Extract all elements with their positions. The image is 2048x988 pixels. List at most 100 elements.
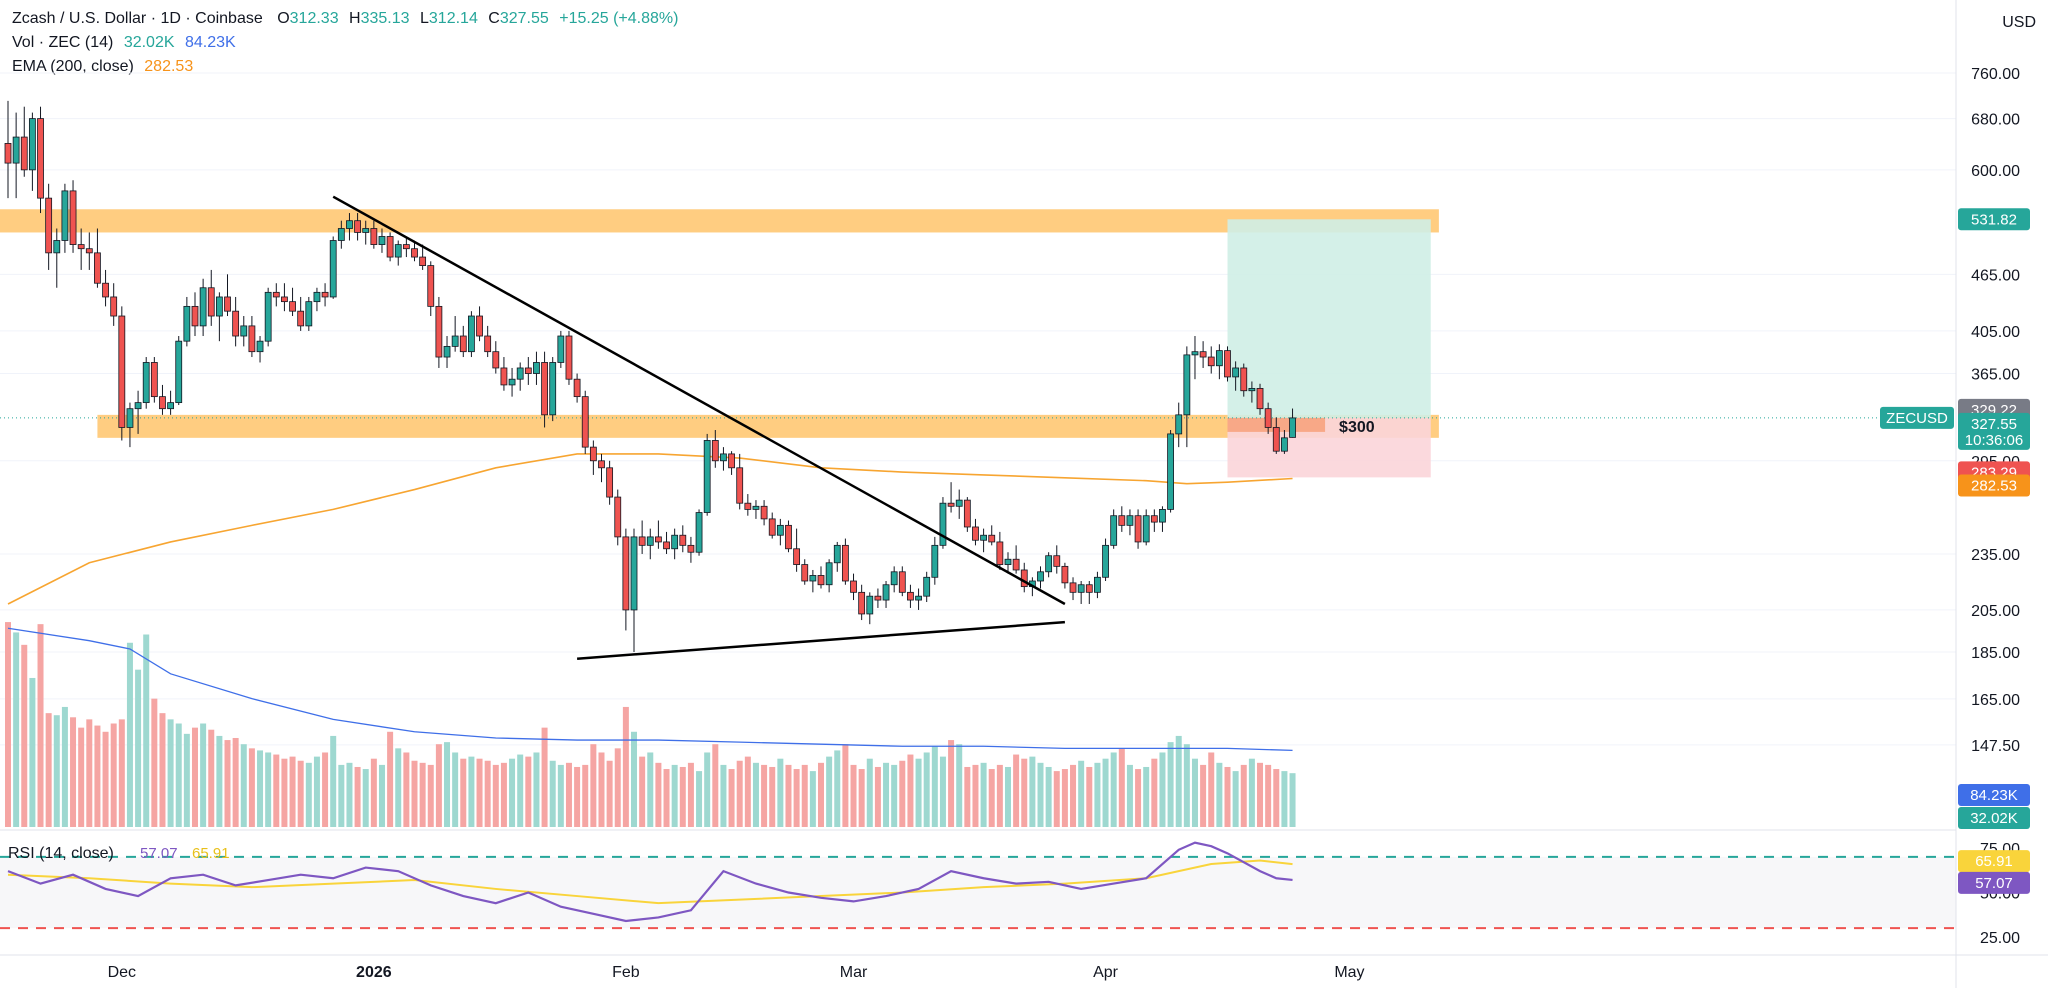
- candle-body: [679, 534, 687, 546]
- volume-bar: [1053, 771, 1060, 827]
- candle: [102, 269, 109, 307]
- candle-body: [402, 244, 410, 250]
- candle: [833, 541, 841, 572]
- candle: [183, 296, 191, 347]
- candle: [199, 278, 207, 337]
- volume-bar: [500, 762, 507, 827]
- candle-body: [159, 396, 166, 410]
- candle: [1207, 346, 1215, 374]
- candle: [679, 525, 687, 553]
- candle-body: [411, 248, 418, 258]
- volume-bar: [1029, 756, 1036, 827]
- candle: [1175, 402, 1183, 448]
- volume-legend-value2: 84.23K: [184, 34, 236, 51]
- time-tick-label: Feb: [612, 964, 640, 981]
- volume-bar: [395, 748, 402, 827]
- volume-bar: [322, 752, 329, 827]
- target-area: [1227, 219, 1431, 418]
- volume-bar: [224, 740, 231, 827]
- candle-body: [289, 301, 296, 312]
- volume-bar: [655, 762, 662, 827]
- high-label: H: [349, 10, 361, 27]
- volume-bar: [1200, 764, 1207, 827]
- candle-body: [996, 541, 1004, 565]
- volume-bar: [37, 624, 44, 827]
- volume-bar: [330, 735, 337, 827]
- candle: [923, 571, 931, 603]
- volume-bar: [460, 758, 467, 827]
- trendline-1: [577, 620, 1065, 660]
- currency-selector[interactable]: USD: [2002, 14, 2036, 31]
- volume-bar: [574, 766, 581, 827]
- volume-bar: [1151, 758, 1158, 827]
- candle-body: [890, 571, 898, 586]
- volume-bar: [452, 752, 459, 827]
- candle-body: [1020, 569, 1028, 588]
- volume-bar: [834, 750, 841, 827]
- volume-bar: [240, 744, 247, 827]
- volume-bar: [988, 769, 995, 827]
- candle-body: [459, 335, 467, 353]
- candle-body: [646, 536, 654, 546]
- volume-tag: 32.02K: [1970, 810, 2018, 827]
- candle-body: [313, 291, 321, 303]
- volume-bar: [557, 764, 564, 827]
- candle-body: [435, 305, 443, 358]
- volume-bar: [614, 748, 621, 827]
- candle: [703, 433, 711, 516]
- candle: [305, 296, 313, 331]
- candle: [1061, 562, 1069, 589]
- candle: [256, 336, 264, 363]
- candle: [435, 296, 443, 368]
- candle-body: [191, 305, 199, 327]
- time-tick-label: Dec: [108, 964, 136, 981]
- candle: [996, 531, 1004, 570]
- volume-bar: [1216, 762, 1223, 827]
- candle: [4, 100, 12, 199]
- candle-body: [1175, 414, 1183, 435]
- volume-bar: [476, 758, 483, 827]
- candle: [622, 528, 630, 631]
- candle-body: [207, 287, 215, 317]
- candle: [1183, 346, 1191, 448]
- candle-body: [1207, 356, 1215, 367]
- candle-body: [240, 325, 248, 337]
- volume-bar: [663, 769, 670, 827]
- candle: [354, 213, 361, 241]
- candle: [248, 316, 256, 358]
- candle: [1256, 383, 1264, 415]
- low-value: 312.14: [428, 10, 478, 27]
- price-tick-label: 465.00: [1971, 267, 2020, 284]
- candle-body: [224, 296, 231, 312]
- candle: [1272, 417, 1280, 454]
- candle: [752, 500, 760, 519]
- candle: [20, 106, 28, 177]
- volume-bar: [996, 764, 1003, 827]
- volume-bar: [826, 756, 833, 827]
- candle: [793, 528, 801, 572]
- candle-body: [248, 325, 256, 353]
- volume-legend-label: Vol · ZEC (14): [12, 34, 114, 51]
- rsi-line: [7, 841, 1293, 923]
- candle: [744, 494, 752, 516]
- change-value: +15.25 (+4.88%): [559, 10, 679, 27]
- volume-tag-bg: [1958, 784, 2030, 806]
- candle: [728, 451, 735, 475]
- volume-bar: [1135, 769, 1142, 827]
- rsi-legend-ma-value: 65.91: [192, 845, 230, 862]
- candle-body: [346, 220, 353, 229]
- candle: [1020, 562, 1028, 593]
- volume-bar: [777, 758, 784, 827]
- price-tick-label: 365.00: [1971, 367, 2020, 384]
- volume-bar: [606, 760, 613, 827]
- candle-body: [321, 291, 329, 298]
- candle: [313, 287, 321, 312]
- volume-bar: [1281, 771, 1288, 827]
- candle: [159, 384, 166, 415]
- volume-bar: [948, 740, 955, 827]
- rsi-tag: 57.07: [1975, 875, 2013, 892]
- candle-body: [167, 402, 175, 410]
- candle: [655, 520, 662, 549]
- candle: [516, 362, 524, 391]
